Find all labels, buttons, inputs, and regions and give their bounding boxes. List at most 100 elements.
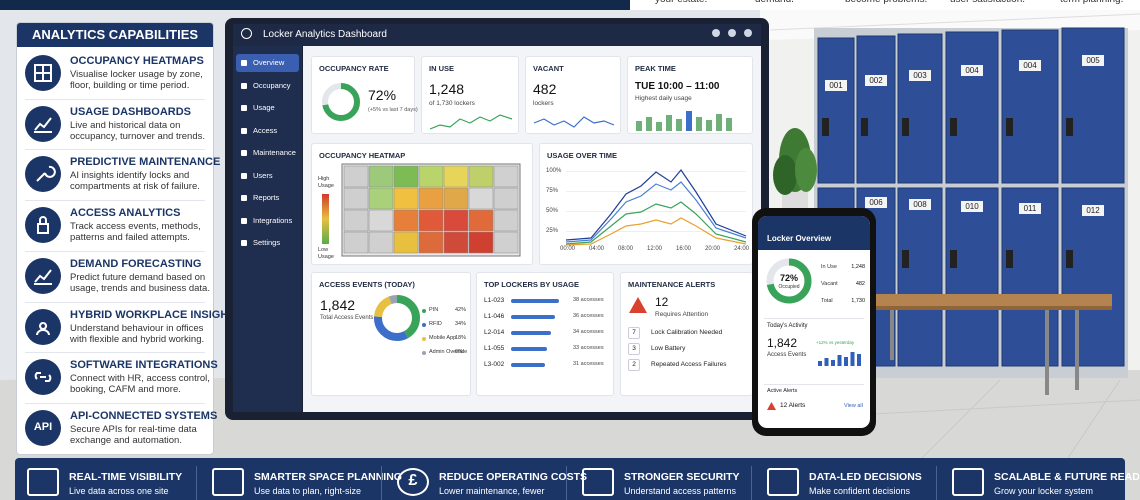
benefit-title: DATA-LED DECISIONS	[809, 471, 922, 483]
legend-label: Usage	[318, 254, 334, 260]
card-title: TOP LOCKERS BY USAGE	[484, 280, 580, 289]
locker-lock	[861, 118, 868, 136]
access-count: 33 accesses	[573, 345, 604, 351]
capability-desc: exchange and automation.	[70, 434, 182, 446]
nav-item[interactable]: Occupancy	[236, 77, 299, 95]
locker-lock	[1066, 118, 1073, 136]
peak-bar	[646, 117, 652, 131]
view-all[interactable]: View all	[844, 403, 863, 409]
legend-label: Low	[318, 247, 329, 253]
phone-header	[758, 216, 870, 250]
alerts-title: Active Alerts	[767, 388, 798, 394]
capability-desc: booking, CAFM and more.	[70, 384, 181, 396]
sparkline	[533, 116, 615, 128]
stat-label: Vacant	[821, 281, 838, 287]
x-tick-label: 12:00	[647, 246, 663, 252]
sparkline-path	[533, 116, 615, 128]
divider	[25, 352, 205, 354]
benefits-bar: REAL-TIME VISIBILITY Live data across one…	[15, 458, 1140, 500]
y-tick-label: 100%	[546, 168, 562, 174]
usage-line	[565, 169, 747, 241]
nav-item[interactable]: Usage	[236, 99, 299, 117]
alert-count: 12	[655, 295, 669, 309]
method-name: PIN	[429, 307, 439, 313]
phone-donut	[766, 258, 812, 304]
capability-title: SOFTWARE INTEGRATIONS	[70, 359, 218, 372]
nav-label: Integrations	[253, 215, 293, 225]
peak-bar	[686, 111, 692, 131]
top-strip-text: your estate.	[655, 0, 707, 5]
x-tick-label: 20:00	[705, 246, 721, 252]
warning-triangle	[767, 402, 776, 410]
card: MAINTENANCE ALERTS 12 Requires Attention 7 L…	[620, 272, 753, 396]
card-value: 72%	[368, 87, 397, 103]
warning-icon	[629, 297, 647, 313]
stat-label: In Use	[821, 264, 837, 270]
icon-circle	[25, 409, 61, 446]
capability-icon	[25, 105, 61, 142]
nav-item[interactable]: Access	[236, 122, 299, 140]
locker-door	[897, 33, 943, 184]
x-tick-label: 04:00	[589, 246, 605, 252]
heatmap-cell	[418, 231, 444, 254]
usage-line	[565, 217, 747, 246]
benefit-divider	[751, 466, 752, 500]
method-name: RFID	[429, 321, 442, 327]
heatmap-cell	[443, 231, 469, 254]
benefit-divider	[566, 466, 567, 500]
capability-desc: Understand behaviour in offices	[70, 322, 204, 334]
locker-number: 011	[1019, 203, 1041, 214]
nav-item[interactable]: Integrations	[236, 212, 299, 230]
peak-bar	[676, 119, 682, 131]
divider	[764, 384, 864, 385]
header-icon[interactable]	[728, 29, 736, 37]
nav-item[interactable]: Settings	[236, 234, 299, 252]
stat-value: 1,248	[851, 264, 865, 270]
x-tick-label: 24:00	[734, 246, 750, 252]
stat-value: 1,730	[851, 298, 865, 304]
phone-rate: 72%	[779, 273, 798, 283]
dashboard-header	[233, 24, 761, 46]
locker-lock	[822, 118, 829, 136]
x-tick-label: 00:00	[560, 246, 576, 252]
nav-item[interactable]: Overview	[236, 54, 299, 72]
usage-lines	[565, 169, 747, 246]
header-icon[interactable]	[712, 29, 720, 37]
locker-number: 008	[909, 199, 931, 210]
divider	[25, 98, 205, 100]
activity-bar	[850, 352, 855, 366]
locker-number: 003	[909, 70, 931, 81]
header-icon[interactable]	[744, 29, 752, 37]
nav-item[interactable]: Reports	[236, 189, 299, 207]
nav-item[interactable]: Maintenance	[236, 144, 299, 162]
benefit-title: REDUCE OPERATING COSTS	[439, 471, 587, 483]
locker-door	[945, 187, 999, 367]
nav-label: Users	[253, 170, 273, 180]
phone-title: Locker Overview	[767, 234, 832, 243]
heatmap-cell	[393, 165, 419, 188]
locker-lock	[950, 250, 957, 268]
method-name: Mobile App	[429, 335, 457, 341]
icon-glyph	[34, 64, 52, 82]
capability-desc: with flexible and hybrid working.	[70, 333, 205, 345]
card-title: OCCUPANCY RATE	[319, 64, 389, 73]
activity-bar	[844, 357, 848, 366]
peak-bars	[636, 111, 732, 131]
icon-glyph	[34, 269, 52, 285]
card-note: lockers	[533, 100, 554, 107]
heatmap-cell	[368, 187, 394, 210]
capability-icon	[25, 359, 61, 396]
card-title: USAGE OVER TIME	[547, 151, 618, 160]
stat-label: Total	[821, 298, 833, 304]
usage-bar	[511, 315, 555, 319]
capability-desc: Track access events, methods,	[70, 221, 201, 233]
capability-icon	[25, 207, 61, 244]
divider	[25, 250, 205, 252]
capability-title: OCCUPANCY HEATMAPS	[70, 55, 204, 67]
locker-id: L3-002	[484, 361, 505, 368]
method-share: 6%	[455, 349, 463, 355]
heatmap-cell	[418, 187, 444, 210]
heatmap-cell	[493, 165, 519, 188]
nav-item[interactable]: Users	[236, 167, 299, 185]
benefit-desc: Make confident decisions	[809, 486, 911, 496]
